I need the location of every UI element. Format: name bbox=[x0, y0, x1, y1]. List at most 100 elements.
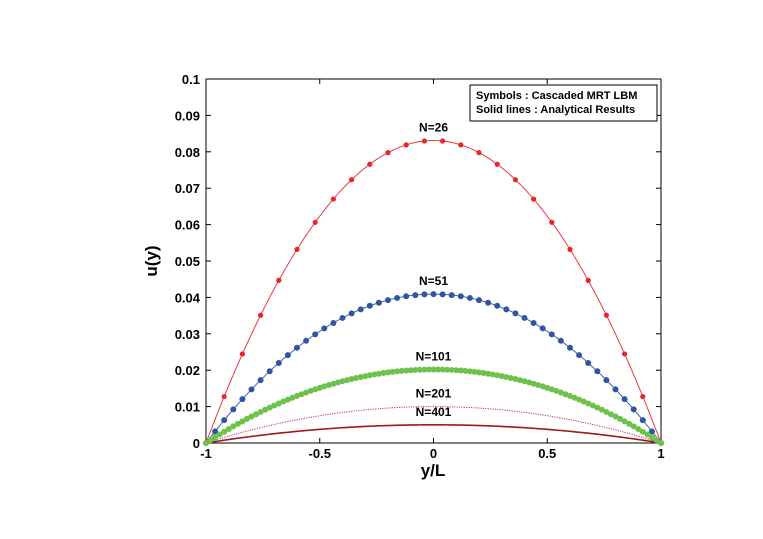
legend-line-lines: Solid lines : Analytical Results bbox=[476, 104, 635, 116]
data-point-n-101 bbox=[403, 367, 410, 374]
legend-box bbox=[469, 84, 658, 122]
data-point-n-101 bbox=[544, 384, 551, 391]
data-point-n-101 bbox=[653, 437, 660, 444]
data-point-n-101 bbox=[526, 379, 533, 386]
data-point-n-101 bbox=[298, 391, 305, 398]
data-point-n-26 bbox=[567, 246, 573, 253]
data-point-n-26 bbox=[622, 351, 628, 357]
data-point-n-51 bbox=[303, 337, 310, 344]
data-point-n-51 bbox=[430, 291, 437, 298]
data-point-n-101 bbox=[435, 366, 442, 373]
y-tick-label: 0.07 bbox=[175, 181, 200, 196]
data-point-n-51 bbox=[239, 396, 246, 403]
x-tick-label: 1 bbox=[657, 446, 664, 461]
data-point-n-26 bbox=[367, 161, 373, 167]
data-point-n-51 bbox=[585, 359, 592, 366]
y-tick-label: 0.03 bbox=[175, 327, 200, 342]
data-point-n-51 bbox=[412, 292, 419, 299]
data-point-n-101 bbox=[316, 384, 323, 391]
data-point-n-101 bbox=[462, 367, 469, 374]
legend: Symbols : Cascaded MRT LBM Solid lines :… bbox=[469, 84, 658, 122]
data-point-n-26 bbox=[385, 150, 391, 156]
data-point-n-101 bbox=[380, 370, 387, 377]
x-tick-label: 0.5 bbox=[538, 446, 556, 461]
y-tick-label: 0 bbox=[193, 436, 200, 451]
data-point-n-101 bbox=[385, 369, 391, 376]
data-point-n-51 bbox=[576, 352, 583, 359]
data-point-n-101 bbox=[280, 398, 287, 405]
data-point-n-51 bbox=[485, 299, 492, 306]
y-tick-label: 0.01 bbox=[175, 400, 200, 415]
data-point-n-26 bbox=[512, 177, 519, 183]
data-point-n-51 bbox=[457, 293, 464, 300]
data-point-n-101 bbox=[416, 366, 423, 373]
data-point-n-101 bbox=[294, 392, 300, 399]
data-point-n-26 bbox=[276, 277, 282, 283]
data-point-n-101 bbox=[243, 415, 250, 422]
data-point-n-101 bbox=[389, 368, 396, 375]
data-point-n-51 bbox=[612, 386, 619, 393]
data-point-n-51 bbox=[466, 294, 473, 301]
data-point-n-51 bbox=[448, 292, 455, 299]
data-point-n-51 bbox=[357, 306, 364, 313]
data-point-n-101 bbox=[330, 380, 337, 387]
data-point-n-101 bbox=[585, 400, 592, 407]
data-point-n-101 bbox=[635, 426, 642, 433]
data-point-n-51 bbox=[539, 325, 546, 332]
data-point-n-51 bbox=[557, 337, 564, 344]
data-point-n-101 bbox=[603, 408, 610, 415]
data-point-n-51 bbox=[248, 386, 255, 393]
y-tick-label: 0.05 bbox=[175, 254, 200, 269]
data-point-n-101 bbox=[471, 368, 478, 375]
data-point-n-26 bbox=[330, 196, 336, 202]
data-point-n-101 bbox=[498, 373, 505, 380]
series-markers bbox=[203, 138, 664, 446]
data-point-n-101 bbox=[271, 402, 278, 409]
series-label-n-26: N=26 bbox=[419, 121, 448, 135]
data-point-n-51 bbox=[275, 359, 282, 366]
data-point-n-101 bbox=[221, 428, 228, 435]
x-axis-title: y/L bbox=[421, 461, 446, 480]
x-tick-label: 0 bbox=[430, 446, 437, 461]
data-point-n-101 bbox=[644, 431, 651, 438]
data-point-n-101 bbox=[466, 368, 473, 375]
data-point-n-101 bbox=[266, 404, 273, 411]
data-point-n-101 bbox=[480, 370, 487, 377]
data-point-n-101 bbox=[553, 387, 560, 394]
data-point-n-51 bbox=[476, 297, 482, 304]
data-point-n-101 bbox=[398, 367, 405, 374]
data-point-n-51 bbox=[330, 319, 337, 326]
data-point-n-101 bbox=[275, 400, 282, 407]
y-tick-label: 0.04 bbox=[175, 290, 201, 305]
data-point-n-26 bbox=[349, 177, 355, 183]
data-point-n-101 bbox=[594, 404, 601, 411]
data-point-n-101 bbox=[366, 372, 373, 379]
data-point-n-51 bbox=[548, 331, 555, 338]
data-point-n-101 bbox=[207, 437, 214, 444]
series-label-n-201: N=201 bbox=[416, 387, 452, 401]
data-point-n-51 bbox=[348, 310, 355, 317]
data-point-n-101 bbox=[539, 383, 546, 390]
data-point-n-26 bbox=[258, 312, 264, 318]
data-point-n-51 bbox=[230, 406, 237, 413]
data-point-n-101 bbox=[557, 389, 564, 396]
y-axis-title: u(y) bbox=[142, 245, 161, 276]
data-point-n-51 bbox=[321, 325, 328, 332]
data-point-n-101 bbox=[576, 396, 583, 403]
data-point-n-101 bbox=[248, 413, 255, 420]
data-point-n-101 bbox=[321, 383, 328, 390]
plot-area bbox=[205, 78, 662, 444]
data-point-n-51 bbox=[503, 306, 510, 313]
data-point-n-101 bbox=[425, 366, 432, 373]
data-point-n-26 bbox=[476, 150, 482, 156]
data-point-n-101 bbox=[253, 411, 260, 418]
data-point-n-101 bbox=[571, 394, 578, 401]
data-point-n-51 bbox=[630, 406, 637, 413]
data-point-n-51 bbox=[567, 344, 573, 351]
y-tick-label: 0.1 bbox=[182, 72, 200, 87]
axis-ticks: 0 0.01 0.02 0.03 0.04 0.05 0.06 0.07 0.08 0.09 0.1… bbox=[175, 72, 665, 461]
data-point-n-101 bbox=[639, 428, 646, 435]
data-point-n-51 bbox=[394, 294, 401, 301]
data-point-n-101 bbox=[239, 418, 246, 425]
data-point-n-101 bbox=[485, 370, 492, 377]
